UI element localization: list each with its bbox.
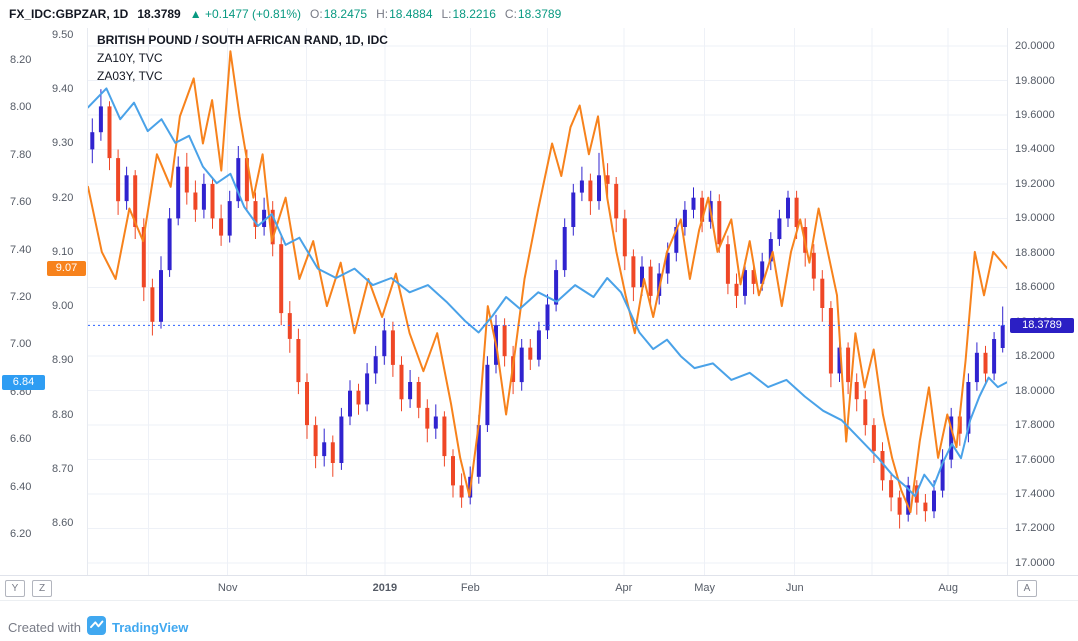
chart-area: 9.07 6.84 8.20 8.00 7.80 7.60 7.40 7.20 7.00 6.… [0, 28, 1078, 575]
price-tick-label: 17.8000 [1015, 419, 1055, 432]
legend-za03y[interactable]: ZA03Y, TVC [97, 69, 163, 83]
z-scale-button[interactable]: Z [32, 579, 52, 597]
price-tick-label: 18.8000 [1015, 246, 1055, 259]
price-tick-label: 8.00 [10, 101, 32, 114]
time-axis[interactable]: Nov 2019 Feb Apr May Jun Aug [88, 576, 1007, 600]
gbpzar-candle-series [90, 89, 1005, 529]
price-tick-label: 17.6000 [1015, 453, 1055, 466]
price-tick-label: 6.40 [10, 480, 32, 493]
price-tick-label: 8.20 [10, 53, 32, 66]
price-tick-label: 9.30 [52, 137, 74, 150]
price-tick-label: 19.4000 [1015, 143, 1055, 156]
price-tick-label: 6.60 [10, 433, 32, 446]
ohlc-open: O:18.2475 [310, 7, 367, 21]
price-tick-label: 19.6000 [1015, 109, 1055, 121]
price-tick-label: 17.4000 [1015, 488, 1055, 501]
up-arrow-icon: ▲ [189, 7, 202, 21]
close-value: 18.3789 [517, 7, 562, 21]
ohlc-high: H:18.4884 [376, 7, 432, 21]
price-tick-label: 9.20 [52, 191, 74, 204]
price-tick-label: 18.2000 [1015, 350, 1055, 363]
price-tick-label: 8.60 [52, 516, 74, 529]
legend-main-series[interactable]: BRITISH POUND / SOUTH AFRICAN RAND, 1D, … [97, 33, 388, 47]
price-tick-label: 8.90 [52, 354, 74, 367]
y-scale-button[interactable]: Y [5, 579, 25, 597]
legend-za10y[interactable]: ZA10Y, TVC [97, 51, 163, 65]
high-value: 18.4884 [389, 7, 433, 21]
price-tick-label: 9.00 [52, 300, 74, 313]
price-change: ▲ +0.1477 (+0.81%) [190, 7, 301, 21]
right-axis-corner: A [1007, 576, 1078, 600]
price-tick-label: 18.6000 [1015, 281, 1055, 294]
price-tick-label: 9.40 [52, 83, 74, 96]
price-tick-label: 17.0000 [1015, 556, 1055, 569]
time-tick-label: Apr [615, 582, 633, 594]
chart-legend: BRITISH POUND / SOUTH AFRICAN RAND, 1D, … [97, 33, 388, 87]
time-axis-row: Y Z Nov 2019 Feb Apr May Jun Aug A [0, 575, 1078, 601]
price-tick-label: 7.60 [10, 196, 32, 209]
tradingview-brand-link[interactable]: TradingView [111, 620, 189, 635]
price-tick-label: 7.80 [10, 148, 32, 161]
za03y-price-label: 6.84 [2, 374, 45, 390]
open-value: 18.2475 [323, 7, 368, 21]
time-tick-label: May [694, 582, 716, 594]
time-tick-label: 2019 [372, 582, 398, 594]
price-tick-label: 7.00 [10, 338, 32, 351]
right-price-axis[interactable]: 18.3789 20.0000 19.8000 19.6000 19.4000 19.2… [1007, 28, 1078, 575]
left-price-axis[interactable]: 9.07 6.84 8.20 8.00 7.80 7.60 7.40 7.20 7.00 6.… [0, 28, 88, 575]
za10y-line [88, 50, 1007, 514]
price-tick-label: 8.80 [52, 408, 74, 421]
low-label: L: [441, 7, 452, 21]
price-tick-label: 9.10 [52, 245, 74, 258]
attribution-footer: Created with TradingView [0, 601, 1078, 641]
price-tick-label: 19.0000 [1015, 212, 1055, 225]
low-value: 18.2216 [452, 7, 496, 21]
created-with-label: Created with [8, 620, 81, 635]
price-tick-label: 20.0000 [1015, 40, 1055, 53]
ohlc-close: C:18.3789 [505, 7, 561, 21]
ohlc-low: L:18.2216 [442, 7, 496, 21]
chart-canvas [88, 28, 1007, 575]
tradingview-logo-icon[interactable] [86, 616, 106, 635]
chart-plot-area[interactable]: BRITISH POUND / SOUTH AFRICAN RAND, 1D, … [88, 28, 1007, 575]
last-price: 18.3789 [137, 7, 181, 21]
za03y-line [88, 87, 1007, 498]
chart-header: FX_IDC:GBPZAR, 1D 18.3789 ▲ +0.1477 (+0.… [0, 0, 1078, 28]
symbol-title[interactable]: FX_IDC:GBPZAR, 1D [9, 7, 129, 21]
price-tick-label: 19.8000 [1015, 74, 1055, 87]
time-tick-label: Jun [785, 582, 804, 594]
price-tick-label: 19.2000 [1015, 177, 1055, 190]
close-label: C: [504, 7, 517, 21]
high-label: H: [376, 7, 389, 21]
price-tick-label: 18.0000 [1015, 384, 1055, 397]
price-tick-label: 7.40 [10, 243, 32, 256]
za10y-price-label: 9.07 [47, 260, 86, 276]
auto-scale-button[interactable]: A [1017, 579, 1037, 597]
price-tick-label: 7.20 [10, 290, 32, 303]
price-tick-label: 6.20 [10, 527, 32, 540]
time-tick-label: Nov [217, 582, 238, 594]
time-tick-label: Aug [938, 582, 958, 594]
change-text: +0.1477 (+0.81%) [204, 7, 302, 21]
price-tick-label: 17.2000 [1015, 522, 1055, 535]
time-tick-label: Feb [460, 582, 480, 594]
left-axis-corner: Y Z [0, 576, 88, 600]
price-tick-label: 8.70 [52, 462, 74, 475]
gbpzar-price-label: 18.3789 [1010, 317, 1074, 333]
open-label: O: [310, 7, 323, 21]
price-tick-label: 9.50 [52, 29, 74, 42]
